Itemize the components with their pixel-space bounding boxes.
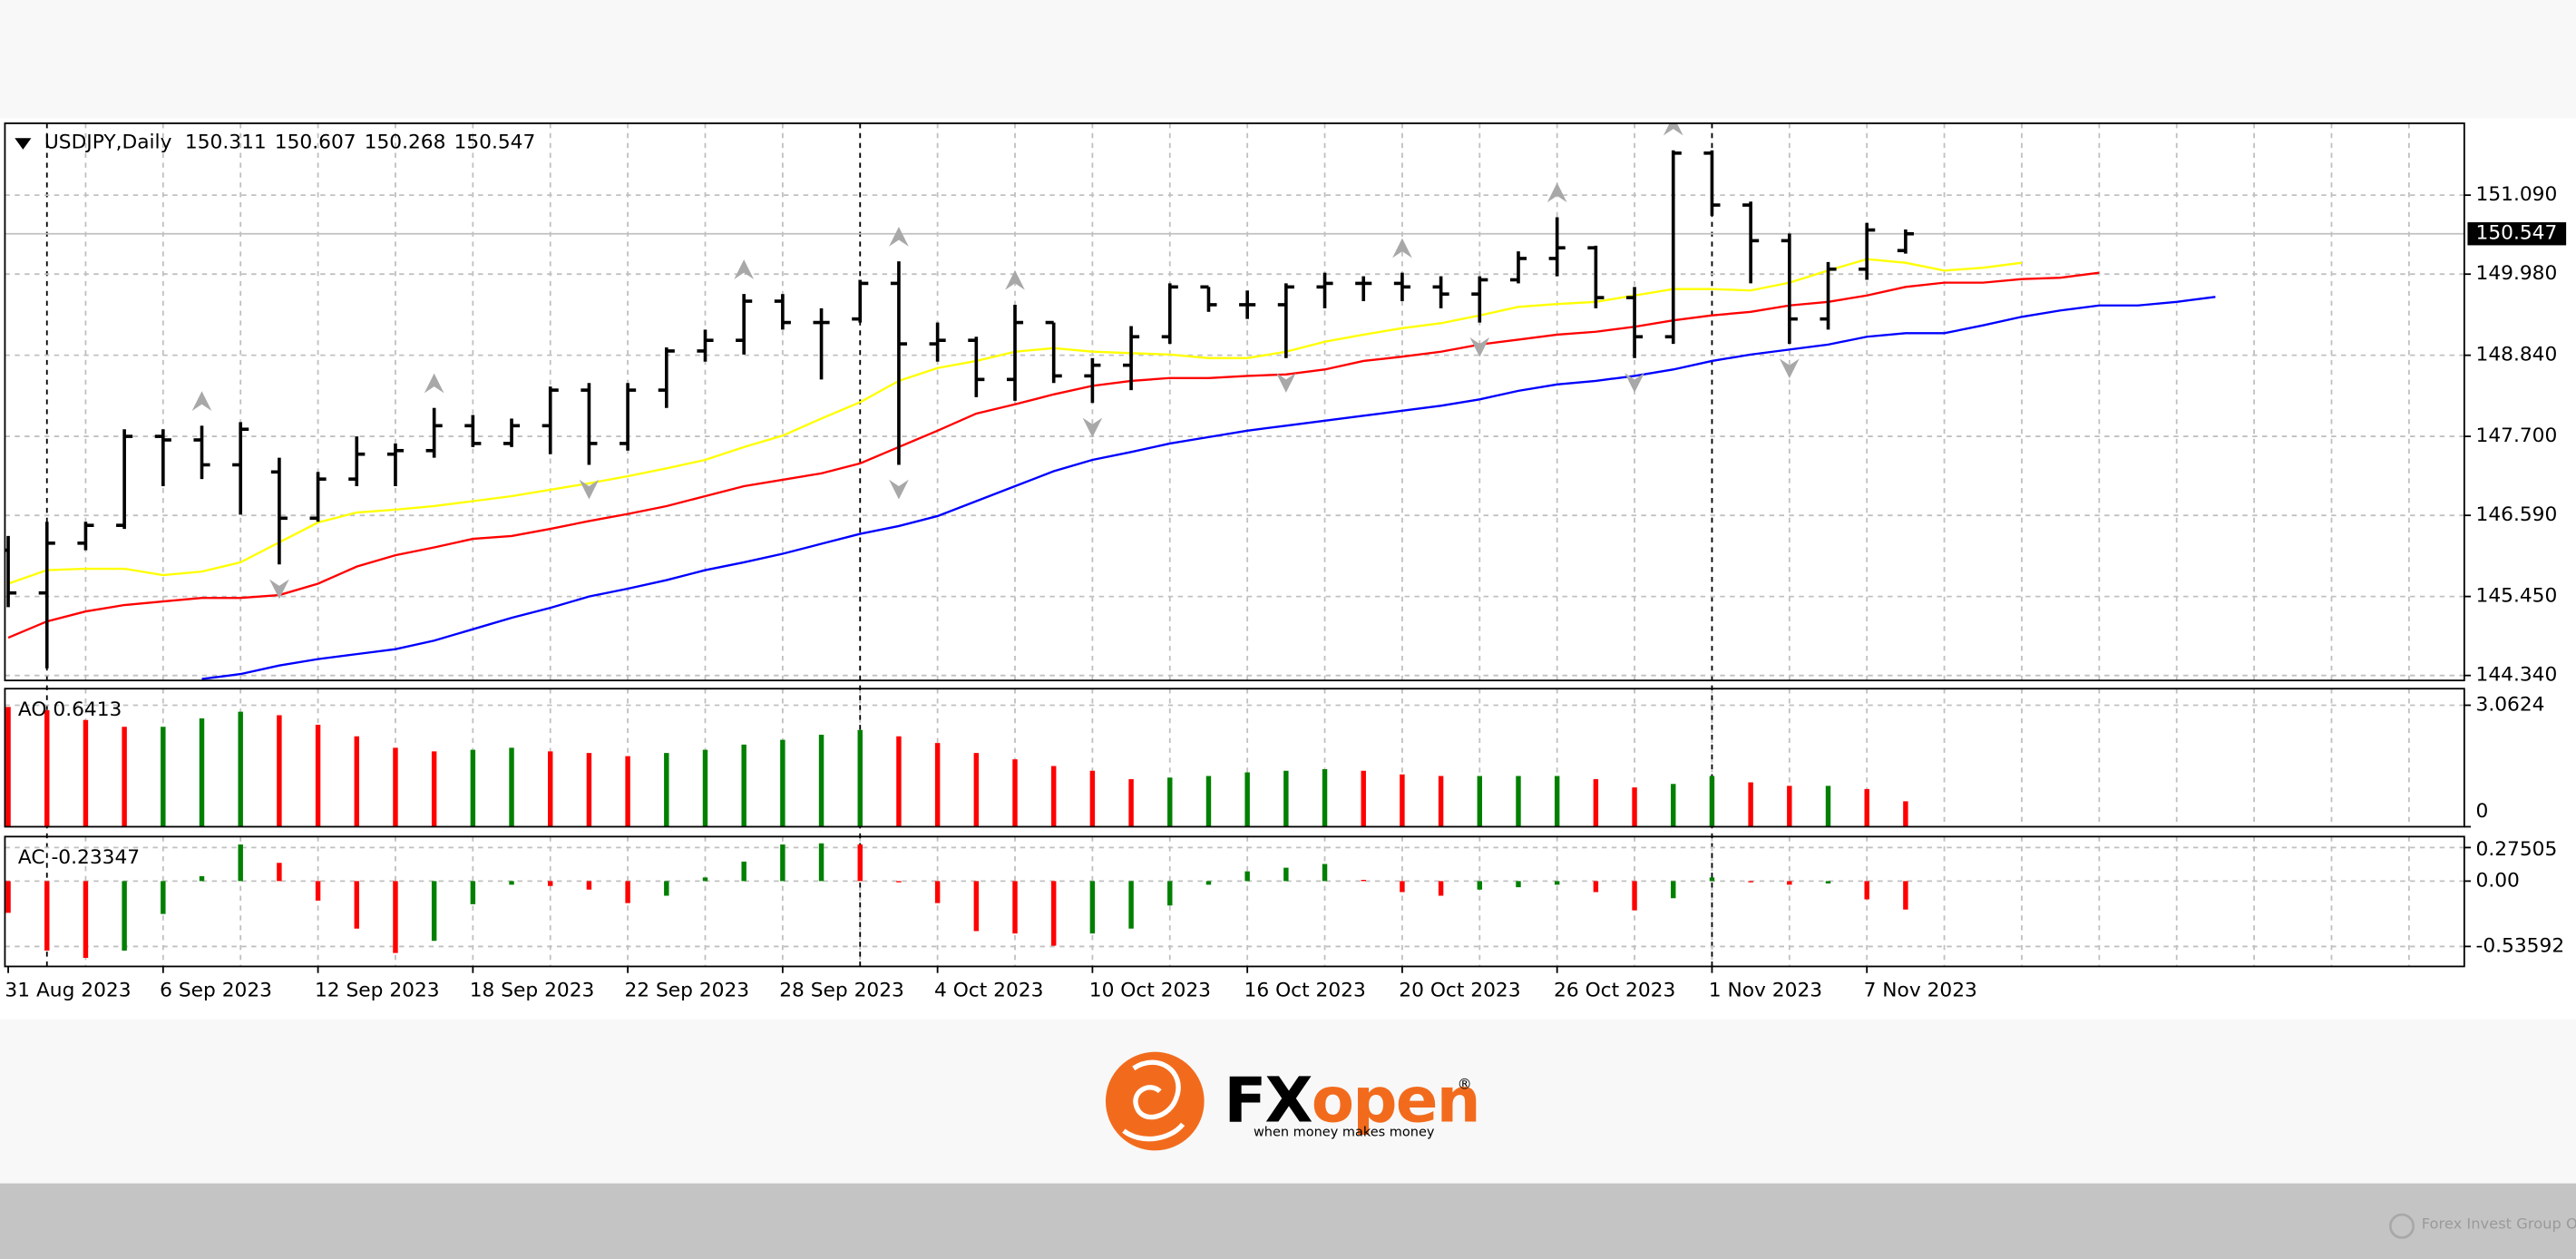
x-tick-label: 18 Sep 2023 [470,980,595,1002]
x-tick-label: 26 Oct 2023 [1554,980,1675,1002]
fractal-down [1469,337,1490,357]
fractal-down [889,479,909,500]
logo-icon [1105,1051,1205,1151]
header-close: 150.547 [454,132,536,154]
current-price-box [2467,222,2567,246]
marks-layer [5,122,2464,959]
header-open: 150.311 [185,132,267,154]
chart-header: USDJPY,Daily 150.311 150.607 150.268 150.547 [44,132,535,154]
y-tick-label: 144.340 [2476,664,2558,687]
x-tick-label: 31 Aug 2023 [5,980,131,1002]
footer-band [0,1183,2576,1259]
price-plot [5,122,2464,680]
x-tick-label: 4 Oct 2023 [934,980,1043,1002]
y-tick-label: 151.090 [2476,183,2558,206]
y-tick-label: 148.840 [2476,344,2558,366]
ac-label: AC -0.23347 [18,846,140,869]
x-tick-label: 12 Sep 2023 [315,980,440,1002]
ao-label: AO 0.6413 [18,698,122,721]
logo-tagline: when money makes money [1254,1125,1435,1139]
ao-panel-border [4,688,2465,828]
y-tick-label: 0 [2476,800,2489,823]
fractal-up [889,227,909,247]
y-tick-label: 147.700 [2476,425,2558,447]
y-tick-label: 146.590 [2476,503,2558,526]
x-tick-label: 10 Oct 2023 [1089,980,1211,1002]
fractal-down [1275,373,1296,393]
fractal-down [1082,417,1103,438]
indicator-plot [5,843,1908,959]
header-low: 150.268 [365,132,446,154]
y-tick-label: 145.450 [2476,585,2558,608]
x-tick-label: 7 Nov 2023 [1864,980,1977,1002]
x-tick-label: 16 Oct 2023 [1244,980,1366,1002]
frame-layer: USDJPY,Daily 150.311 150.607 150.268 150.547… [4,122,2567,1002]
x-tick-label: 1 Nov 2023 [1709,980,1822,1002]
logo-text: FXopen [1224,1065,1478,1137]
moving-average-line [201,296,2216,680]
y-tick-label: 3.0624 [2476,693,2545,716]
fractal-up [1392,238,1412,259]
y-tick-label: 0.27505 [2476,838,2558,861]
fractal-down [269,579,289,600]
logo-fx: FX [1224,1065,1312,1137]
fractal-down [1625,373,1644,393]
ac-panel-border [4,835,2465,968]
fractal-up [1663,122,1683,136]
fractal-down [1779,358,1800,379]
x-tick-label: 20 Oct 2023 [1399,980,1520,1002]
x-tick-label: 22 Sep 2023 [624,980,749,1002]
x-tick-label: 6 Sep 2023 [160,980,272,1002]
footer-text: Forex Invest Group OU [2422,1215,2576,1232]
moving-average-line [7,271,2100,639]
footer-icon [2388,1213,2415,1239]
logo-open: open [1312,1065,1479,1137]
header-high: 150.607 [275,132,356,154]
chart-window [0,118,2576,1020]
fractal-up [424,373,444,394]
current-price-label: 150.547 [2476,222,2558,245]
logo-swirl [1122,1059,1186,1142]
symbol-title: USDJPY,Daily [44,132,172,154]
fractal-down [579,479,600,500]
indicator-plot [5,707,1908,827]
price-panel-border [4,122,2465,682]
x-tick-label: 28 Sep 2023 [779,980,904,1002]
logo-registered: ® [1458,1075,1472,1092]
collapse-arrow [15,138,32,150]
fractal-up [734,259,755,279]
fractal-up [191,391,212,412]
y-tick-label: -0.53592 [2476,934,2565,957]
fractal-up [1005,269,1025,290]
y-tick-label: 0.00 [2476,869,2520,892]
y-tick-label: 149.980 [2476,262,2558,285]
logo: FXopen ® when money makes money [1105,1051,1481,1151]
fractal-up [1547,182,1567,203]
